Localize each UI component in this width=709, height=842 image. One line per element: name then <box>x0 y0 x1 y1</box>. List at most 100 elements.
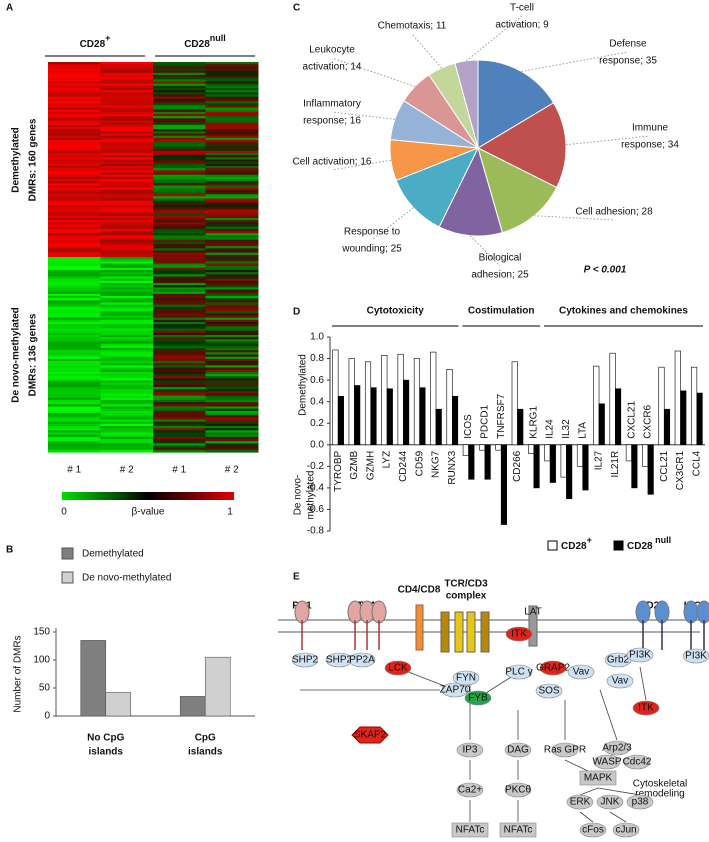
heatmap-cell <box>153 354 206 358</box>
heatmap-cell <box>100 248 154 252</box>
heatmap-cell <box>153 387 206 390</box>
node-label: PLC γ <box>505 667 532 678</box>
heatmap-cell <box>153 358 206 362</box>
heatmap-cell <box>100 187 154 191</box>
heatmap-cell <box>205 423 259 427</box>
heatmap-cell <box>205 239 259 243</box>
heatmap-cell <box>100 90 154 93</box>
heatmap-cell <box>48 211 101 215</box>
slice-label: wounding; 25 <box>341 244 402 255</box>
column-group-sup: + <box>105 33 110 43</box>
x-tick-label: CD266 <box>512 450 523 482</box>
bar <box>647 444 654 495</box>
heatmap-cell <box>100 157 154 161</box>
heatmap-cell <box>205 363 259 366</box>
heatmap-cell <box>205 404 259 408</box>
leader-line <box>331 111 395 120</box>
heatmap-cell <box>48 380 101 384</box>
heatmap-cell <box>48 159 101 163</box>
heatmap-cell <box>100 120 154 124</box>
heatmap-cell <box>100 98 154 102</box>
heatmap-cell <box>205 432 259 436</box>
heatmap-cell <box>100 72 154 76</box>
heatmap-cell <box>205 72 259 76</box>
row-group-label: DMRs: 160 genes <box>28 118 39 201</box>
heatmap-cell <box>153 172 206 176</box>
heatmap-cell <box>205 278 259 282</box>
node-label: Grb2 <box>607 655 630 666</box>
heatmap-cell <box>48 218 101 221</box>
heatmap-cell <box>205 122 259 126</box>
heatmap-cell <box>153 352 206 356</box>
heatmap-cell <box>205 330 259 334</box>
heatmap-cell <box>48 120 101 124</box>
column-group: CD28null <box>184 33 226 49</box>
heatmap-cell <box>48 107 101 111</box>
heatmap-cell <box>48 402 101 405</box>
heatmap-cell <box>153 131 206 135</box>
heatmap-cell <box>100 146 154 150</box>
heatmap-cell <box>48 447 101 451</box>
node-label: WASP <box>592 757 621 768</box>
heatmap-cell <box>153 170 206 174</box>
heatmap-cell <box>48 283 101 286</box>
heatmap-cell <box>205 274 259 278</box>
heatmap-cell <box>205 213 259 217</box>
heatmap-cell <box>205 228 259 232</box>
heatmap-cell <box>100 263 154 267</box>
heatmap-cell <box>48 146 101 150</box>
heatmap-cell <box>100 254 154 258</box>
heatmap-cell <box>48 384 101 388</box>
heatmap-cell <box>100 127 154 130</box>
heatmap-cell <box>153 395 206 399</box>
heatmap-cell <box>153 192 206 195</box>
heatmap-cell <box>153 146 206 150</box>
heatmap-cell <box>48 101 101 104</box>
heatmap-cell <box>153 389 206 392</box>
node-shape <box>626 647 654 663</box>
heatmap-cell <box>205 354 259 358</box>
heatmap-cell <box>48 244 101 247</box>
legend-label: CD28 null <box>627 535 671 551</box>
heatmap-cell <box>100 237 154 241</box>
bar <box>566 444 573 499</box>
heatmap-cell <box>205 211 259 215</box>
receptor-label: CD4/CD8 <box>398 585 441 596</box>
heatmap-cell <box>153 400 206 403</box>
column-group-sup: null <box>210 33 226 43</box>
heatmap-cell <box>48 302 101 306</box>
node-label: cFos <box>582 825 604 836</box>
heatmap-cell <box>48 72 101 76</box>
heatmap-cell <box>153 285 206 288</box>
bar <box>517 408 524 446</box>
heatmap-cell <box>48 174 101 178</box>
heatmap-cell <box>205 157 259 161</box>
heatmap-cell <box>100 395 154 399</box>
heatmap-cell <box>48 356 101 360</box>
heatmap-cell <box>205 322 259 325</box>
heatmap-cell <box>48 205 101 208</box>
bar <box>549 444 556 483</box>
heatmap-cell <box>205 426 259 429</box>
heatmap-cell <box>48 278 101 282</box>
heatmap-cell <box>100 361 154 364</box>
heatmap-cell <box>48 176 101 180</box>
x-tick-label: IL32 <box>561 419 572 439</box>
heatmap-cell <box>205 413 259 416</box>
heatmap-cell <box>205 332 259 336</box>
heatmap-cell <box>100 417 154 421</box>
node-label: GRAP2 <box>536 663 570 674</box>
heatmap-cell <box>48 291 101 295</box>
heatmap-cell <box>100 142 154 145</box>
heatmap-cell <box>205 70 259 74</box>
bar <box>511 361 518 446</box>
heatmap-cell <box>153 85 206 89</box>
heatmap-cell <box>48 328 101 332</box>
heatmap-cell <box>48 129 101 132</box>
column-label: # 2 <box>120 465 134 476</box>
heatmap-cell <box>100 131 154 135</box>
heatmap-cell <box>48 289 101 293</box>
heatmap-cell <box>205 259 259 262</box>
heatmap-cell <box>48 198 101 202</box>
heatmap-cell <box>100 319 154 323</box>
